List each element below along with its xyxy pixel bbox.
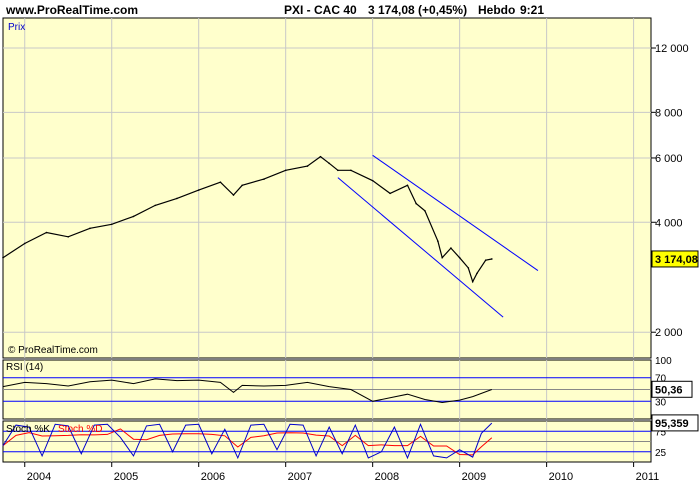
stoch-k-label: Stoch %K <box>6 424 50 435</box>
x-tick-label: 2010 <box>549 471 573 483</box>
price-data-point <box>328 162 330 165</box>
price-data-point <box>441 256 444 259</box>
price-data-point <box>67 236 70 238</box>
price-series-line <box>2 155 492 284</box>
price-data-point <box>371 179 374 182</box>
rsi-y-tick-label: 100 <box>655 356 672 367</box>
watermark: © ProRealTime.com <box>8 345 98 356</box>
time-display: 9:21 <box>520 3 544 17</box>
price-data-point <box>389 192 391 195</box>
channel-lower-line <box>337 177 504 318</box>
price-last-value: 3 174,08 <box>655 254 698 266</box>
price-y-tick-label: 6 000 <box>655 153 683 165</box>
x-tick-label: 2011 <box>636 471 660 483</box>
rsi-last-value-box <box>651 380 693 398</box>
stoch-d-label: Stoch %D <box>58 424 102 435</box>
price-data-point <box>319 155 322 158</box>
x-tick-label: 2008 <box>375 471 399 483</box>
price-data-point <box>110 223 113 226</box>
x-tick-label: 2005 <box>114 471 138 483</box>
price-data-point <box>350 169 352 172</box>
price-data-point <box>415 202 417 205</box>
timeframe: Hebdo <box>478 3 515 17</box>
stoch-last-value-box <box>651 414 699 432</box>
price-panel[interactable] <box>2 17 652 359</box>
instrument-name: PXI - CAC 40 <box>284 3 357 17</box>
price-y-tick-label: 2 000 <box>655 327 683 339</box>
stoch-last-value: 95,359 <box>655 418 689 430</box>
price-data-point <box>458 256 461 259</box>
quote-value: 3 174,08 (+0,45%) <box>368 3 467 17</box>
site-title[interactable]: www.ProRealTime.com <box>5 3 138 17</box>
price-data-point <box>154 204 157 207</box>
price-data-point <box>306 165 309 167</box>
channel-upper-line <box>372 154 539 271</box>
price-data-point <box>406 184 409 187</box>
price-last-value-box <box>651 250 699 268</box>
price-data-point <box>176 197 178 200</box>
series-layer <box>2 154 539 460</box>
price-data-point <box>484 259 487 261</box>
price-y-tick-label: 12 000 <box>655 43 689 55</box>
price-data-point <box>89 227 91 230</box>
price-data-point <box>476 272 478 275</box>
price-data-point <box>437 240 439 243</box>
price-data-point <box>219 181 222 183</box>
label-layer: 2004 2005 2006 2007 2008 2009 2010 2011 12 000 8 … <box>27 43 699 483</box>
price-data-point <box>263 178 265 180</box>
stoch-y-tick-label: 75 <box>655 427 667 438</box>
stoch-k-series-line <box>2 422 493 460</box>
price-data-point <box>284 169 287 172</box>
price-data-point <box>45 231 48 234</box>
price-data-point <box>450 247 452 249</box>
rsi-panel-label: RSI (14) <box>6 362 43 373</box>
x-tick-label: 2006 <box>201 471 225 483</box>
price-data-point <box>241 184 243 187</box>
x-tick-label: 2004 <box>27 471 51 483</box>
x-tick-label: 2007 <box>288 471 312 483</box>
price-panel-label: Prix <box>8 22 25 33</box>
price-y-tick-label: 4 000 <box>655 217 683 229</box>
price-data-point <box>197 189 200 191</box>
price-data-point <box>424 210 426 212</box>
grid-layer <box>3 18 656 467</box>
x-tick-label: 2009 <box>462 471 486 483</box>
price-data-point <box>491 258 493 260</box>
price-data-point <box>471 280 474 283</box>
price-data-point <box>132 215 135 218</box>
price-data-point <box>232 194 235 196</box>
rsi-series-line <box>2 378 492 404</box>
rsi-last-value: 50,36 <box>655 384 683 396</box>
price-data-point <box>2 256 4 259</box>
stoch-d-series-line <box>2 428 493 456</box>
price-data-point <box>467 267 470 269</box>
price-y-tick-label: 8 000 <box>655 107 683 119</box>
price-data-point <box>337 169 339 172</box>
price-data-point <box>23 242 26 245</box>
rsi-y-tick-label: 70 <box>655 374 667 385</box>
rsi-y-tick-label: 30 <box>655 397 667 408</box>
stoch-y-tick-label: 25 <box>655 448 667 459</box>
